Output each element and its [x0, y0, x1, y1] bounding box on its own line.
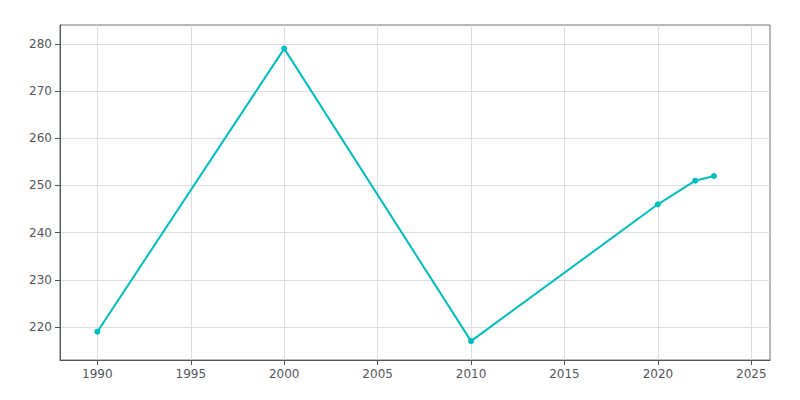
- svg-text:2015: 2015: [549, 367, 580, 381]
- svg-text:270: 270: [29, 84, 52, 98]
- svg-text:260: 260: [29, 131, 52, 145]
- svg-text:2020: 2020: [643, 367, 674, 381]
- svg-text:250: 250: [29, 178, 52, 192]
- svg-text:2005: 2005: [362, 367, 393, 381]
- svg-text:2025: 2025: [736, 367, 767, 381]
- svg-text:2010: 2010: [456, 367, 487, 381]
- svg-text:1995: 1995: [176, 367, 207, 381]
- svg-text:220: 220: [29, 320, 52, 334]
- svg-text:230: 230: [29, 273, 52, 287]
- svg-text:240: 240: [29, 226, 52, 240]
- svg-text:1990: 1990: [82, 367, 113, 381]
- svg-text:2000: 2000: [269, 367, 300, 381]
- svg-text:280: 280: [29, 37, 52, 51]
